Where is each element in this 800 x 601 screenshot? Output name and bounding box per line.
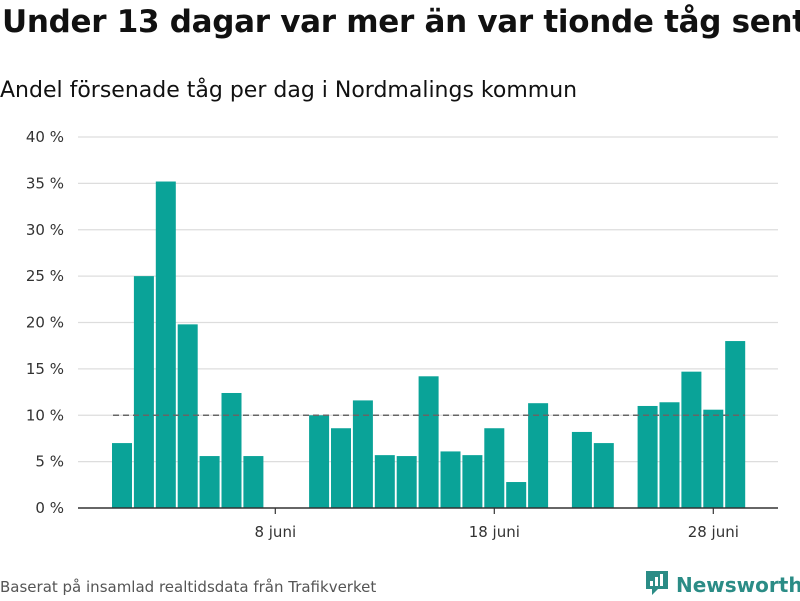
bar (155, 181, 176, 508)
bar (484, 428, 505, 508)
bar (440, 451, 461, 508)
bar (418, 376, 439, 508)
chart-title: Under 13 dagar var mer än var tionde tåg… (2, 4, 800, 40)
source-note: Baserat på insamlad realtidsdata från Tr… (0, 578, 377, 596)
brand-name: Newsworthy (676, 573, 800, 597)
y-tick-label: 20 % (26, 314, 64, 332)
y-tick-label: 35 % (26, 174, 64, 192)
bar (374, 455, 395, 508)
bar (506, 482, 527, 508)
bar (309, 415, 330, 508)
x-tick-label: 18 juni (469, 523, 520, 541)
bar (462, 455, 483, 508)
y-tick-label: 40 % (26, 128, 64, 146)
bar (396, 456, 417, 508)
bar (681, 371, 702, 508)
bar (243, 456, 264, 508)
chart-subtitle: Andel försenade tåg per dag i Nordmaling… (0, 78, 578, 103)
brand-logo: Newsworthy (644, 570, 800, 600)
y-tick-label: 5 % (35, 453, 64, 471)
y-tick-label: 0 % (35, 499, 64, 517)
bar (112, 443, 132, 508)
y-tick-label: 25 % (26, 267, 64, 285)
bar (637, 405, 658, 508)
x-tick-label: 28 juni (688, 523, 739, 541)
bar (221, 392, 242, 508)
bar (177, 324, 198, 508)
bar (133, 276, 154, 508)
bar (725, 341, 746, 508)
bar (593, 443, 614, 508)
bar (659, 402, 680, 508)
bar (528, 403, 549, 508)
bar (331, 428, 351, 508)
y-tick-label: 30 % (26, 221, 64, 239)
bar (199, 456, 220, 508)
bar (352, 400, 373, 508)
bar (571, 431, 592, 508)
bar (703, 409, 724, 508)
x-tick-label: 8 juni (254, 523, 296, 541)
bar-chart-logo-icon (644, 569, 670, 601)
y-tick-label: 10 % (26, 406, 64, 424)
y-tick-label: 15 % (26, 360, 64, 378)
